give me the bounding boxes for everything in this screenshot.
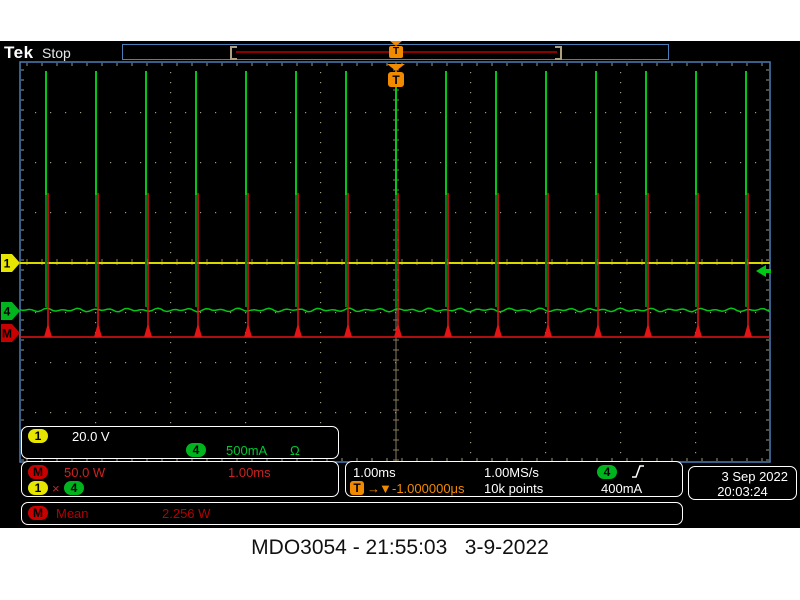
measurement-value: 2.256 W	[162, 506, 211, 521]
measurement-box[interactable]: M Mean 2.256 W	[21, 502, 683, 525]
timebase: 1.00ms	[353, 465, 396, 480]
waveform-display: 1 4 M T	[1, 61, 771, 463]
measurement-source-badge: M	[28, 506, 48, 520]
date-label: 3 Sep 2022	[721, 469, 788, 484]
trigger-position-marker-icon: ▼	[379, 481, 392, 496]
time-label: 20:03:24	[717, 484, 768, 499]
hardcopy-caption: MDO3054 - 21:55:03 3-9-2022	[251, 536, 549, 559]
math-scale: 50.0 W	[64, 465, 106, 480]
ch4-coupling-ohm: Ω	[290, 443, 300, 458]
tek-logo: Tek	[4, 43, 34, 62]
svg-text:M: M	[2, 327, 12, 341]
svg-text:1: 1	[4, 257, 11, 271]
trigger-arrow-icon: →	[367, 481, 380, 496]
trigger-level-arrow[interactable]	[756, 265, 771, 277]
math-operator: ×	[52, 481, 60, 496]
sample-rate: 1.00MS/s	[484, 465, 539, 480]
record-window-left-bracket	[230, 46, 237, 60]
vertical-readout-box[interactable]: 1 20.0 V 4 500mA Ω	[21, 426, 339, 459]
trigger-source-badge[interactable]: 4	[597, 465, 617, 479]
trigger-t-badge: T	[350, 481, 364, 495]
math-badge[interactable]: M	[28, 465, 48, 479]
ch4-badge[interactable]: 4	[186, 443, 206, 457]
acquisition-status: Stop	[42, 45, 71, 61]
horizontal-trigger-readout-box[interactable]: 1.00ms 1.00MS/s 4 T → ▼ -1.000000μs 10k …	[345, 461, 683, 497]
datetime-box[interactable]: 3 Sep 2022 20:03:24	[688, 466, 797, 500]
ch1-badge[interactable]: 1	[28, 429, 48, 443]
trigger-position: -1.000000μs	[392, 481, 465, 496]
ch4-scale: 500mA	[226, 443, 268, 458]
trigger-bar-marker-icon	[390, 41, 402, 46]
math-source2-badge: 4	[64, 481, 84, 495]
math-readout-box[interactable]: M 50.0 W 1.00ms 1 × 4	[21, 461, 339, 497]
measurement-type: Mean	[56, 506, 89, 521]
channel-marker-4[interactable]: 4	[1, 302, 20, 320]
math-source1-badge: 1	[28, 481, 48, 495]
trigger-bar-marker[interactable]: T	[389, 46, 403, 58]
rising-edge-icon	[631, 463, 645, 483]
math-timebase: 1.00ms	[228, 465, 271, 480]
svg-text:T: T	[392, 73, 400, 87]
record-window-right-bracket	[555, 46, 562, 60]
svg-text:4: 4	[4, 305, 11, 319]
ch1-scale: 20.0 V	[72, 429, 110, 444]
trigger-position-flag[interactable]: T	[387, 64, 405, 87]
record-length: 10k points	[484, 481, 544, 496]
channel-marker-M[interactable]: M	[1, 324, 20, 342]
trigger-level: 400mA	[601, 481, 643, 496]
channel-marker-1[interactable]: 1	[1, 254, 20, 272]
